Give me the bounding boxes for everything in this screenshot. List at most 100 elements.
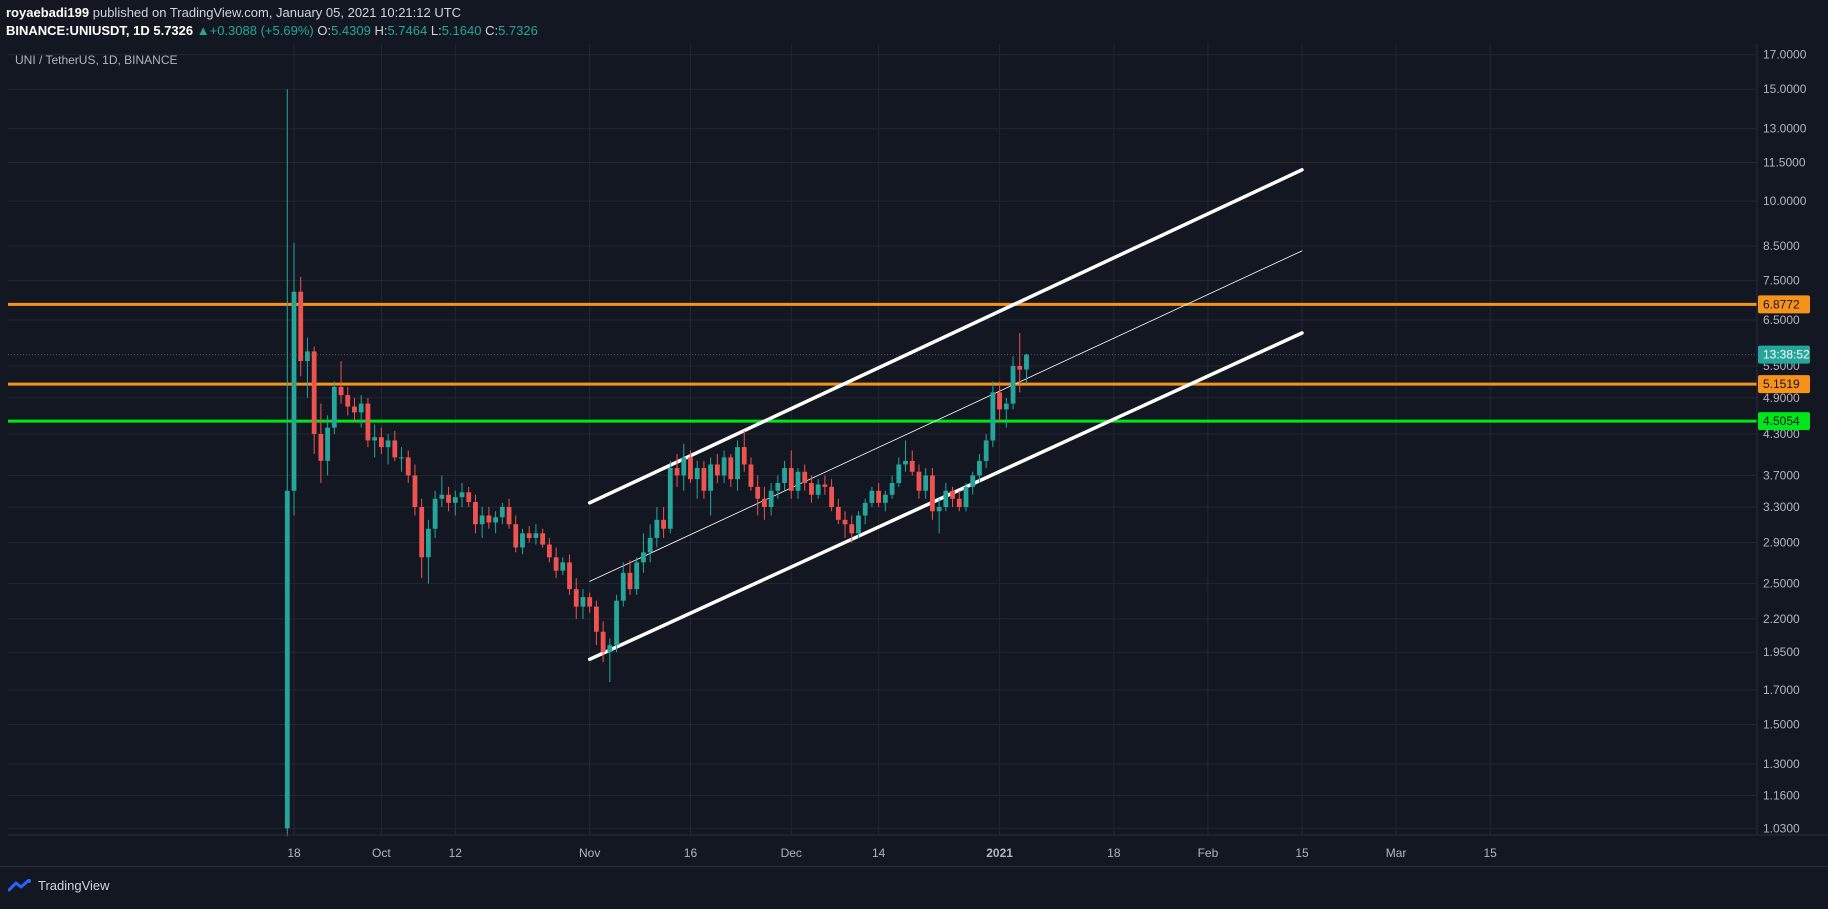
candle-body xyxy=(930,475,935,512)
candle-body xyxy=(822,484,828,487)
candle-body xyxy=(567,562,572,590)
candle-body xyxy=(721,457,727,476)
price-tick-label: 1.0300 xyxy=(1763,821,1800,835)
candle-body xyxy=(385,440,391,448)
low-value: 5.1640 xyxy=(441,23,482,38)
channel-median-line[interactable] xyxy=(589,250,1303,582)
candle-body xyxy=(634,562,640,590)
symbol-label[interactable]: BINANCE:UNIUSDT, 1D xyxy=(6,23,150,38)
candle-body xyxy=(896,464,902,483)
price-tick-label: 13.0000 xyxy=(1763,122,1807,136)
time-tick-label: 14 xyxy=(872,846,886,860)
candle-body xyxy=(688,457,693,480)
tradingview-logo-icon xyxy=(8,878,31,891)
candle-body xyxy=(432,498,438,529)
candle-body xyxy=(452,497,458,503)
candle-body xyxy=(284,490,290,829)
price-tick-label: 1.1600 xyxy=(1763,788,1800,802)
candle-body xyxy=(338,386,344,396)
price-tick-label: 7.5000 xyxy=(1763,273,1800,287)
candle-body xyxy=(990,392,996,441)
change-value: +0.3088 (+5.69%) xyxy=(209,23,314,38)
tradingview-brand[interactable]: TradingView xyxy=(8,878,110,893)
candle-body xyxy=(587,597,593,607)
candle-body xyxy=(513,524,519,548)
candle-body xyxy=(809,482,814,495)
level-price-tag-bg xyxy=(1758,295,1810,314)
candle-body xyxy=(923,475,929,491)
candle-body xyxy=(970,475,976,487)
candle-body xyxy=(661,519,666,529)
time-tick-label: 12 xyxy=(449,846,463,860)
candle-body xyxy=(499,506,505,518)
candle-body xyxy=(714,464,720,476)
candle-body xyxy=(849,524,855,534)
candle-body xyxy=(412,475,418,507)
candle-body xyxy=(533,533,539,538)
high-label: H: xyxy=(374,23,388,38)
footer: TradingView xyxy=(0,866,1828,904)
price-tick-label: 2.9000 xyxy=(1763,536,1800,550)
candle-body xyxy=(708,464,714,491)
candle-body xyxy=(466,492,472,503)
low-label: L: xyxy=(430,23,442,38)
candle-body xyxy=(291,291,297,491)
price-tick-label: 3.3000 xyxy=(1763,500,1800,514)
close-value: 5.7326 xyxy=(498,23,538,38)
price-tick-label: 4.3000 xyxy=(1763,427,1800,441)
candle-body xyxy=(815,484,821,495)
high-value: 5.7464 xyxy=(387,23,428,38)
candle-body xyxy=(298,291,304,362)
candle-body xyxy=(540,533,546,545)
price-tick-label: 1.9500 xyxy=(1763,645,1800,659)
candle-body xyxy=(956,498,962,507)
candle-body xyxy=(405,457,411,476)
author-name[interactable]: royaebadi199 xyxy=(6,5,90,20)
time-tick-label: 18 xyxy=(1107,846,1121,860)
candle-body xyxy=(1010,366,1016,404)
level-price-tag: 6.8772 xyxy=(1763,297,1800,311)
price-axis[interactable]: 17.0000 15.0000 13.0000 11.5000 10.0000 8.500… xyxy=(1763,48,1807,836)
time-tick-label: Dec xyxy=(781,846,802,860)
candle-body xyxy=(862,502,868,516)
candle-body xyxy=(977,460,982,476)
candle-body xyxy=(493,517,498,523)
price-tick-label: 17.0000 xyxy=(1763,48,1807,62)
price-tick-label: 11.5000 xyxy=(1763,156,1806,170)
candle-body xyxy=(331,386,337,428)
candle-body xyxy=(983,440,989,461)
candle-body xyxy=(950,490,955,499)
plot-background xyxy=(8,44,1757,834)
time-tick-label: Mar xyxy=(1386,846,1407,860)
price-tick-label: 6.5000 xyxy=(1763,313,1800,327)
time-axis[interactable]: 18 Oct 12 Nov 16 Dec 14 2021 18 Feb 15 Mar 15 xyxy=(287,846,1497,860)
published-text: published on TradingView.com, January 05… xyxy=(92,5,462,20)
candle-body xyxy=(439,494,445,499)
level-price-tag: 5.1519 xyxy=(1763,377,1800,391)
level-price-tag: 4.5054 xyxy=(1763,414,1800,428)
price-tick-label: 3.7000 xyxy=(1763,468,1800,482)
time-tick-label: 15 xyxy=(1295,846,1309,860)
candle-body xyxy=(546,544,552,558)
time-tick-label: Oct xyxy=(372,846,391,860)
candle-body xyxy=(755,486,761,499)
candle-body xyxy=(1024,354,1029,370)
change-arrow-icon: ▲ xyxy=(196,23,210,38)
candle-body xyxy=(479,515,485,525)
brand-label: TradingView xyxy=(38,878,110,893)
candle-body xyxy=(580,597,586,607)
channel-upper-line[interactable] xyxy=(587,168,1304,505)
open-value: 5.4309 xyxy=(331,23,371,38)
candle-body xyxy=(741,447,747,465)
candle-body xyxy=(473,502,478,525)
candle-body xyxy=(365,403,371,441)
candles xyxy=(284,89,1029,837)
candle-body xyxy=(694,468,700,480)
time-tick-label: 15 xyxy=(1483,846,1497,860)
candle-body xyxy=(936,506,942,512)
candle-body xyxy=(762,498,767,507)
time-tick-label: Nov xyxy=(579,846,600,860)
candle-body xyxy=(916,471,922,491)
